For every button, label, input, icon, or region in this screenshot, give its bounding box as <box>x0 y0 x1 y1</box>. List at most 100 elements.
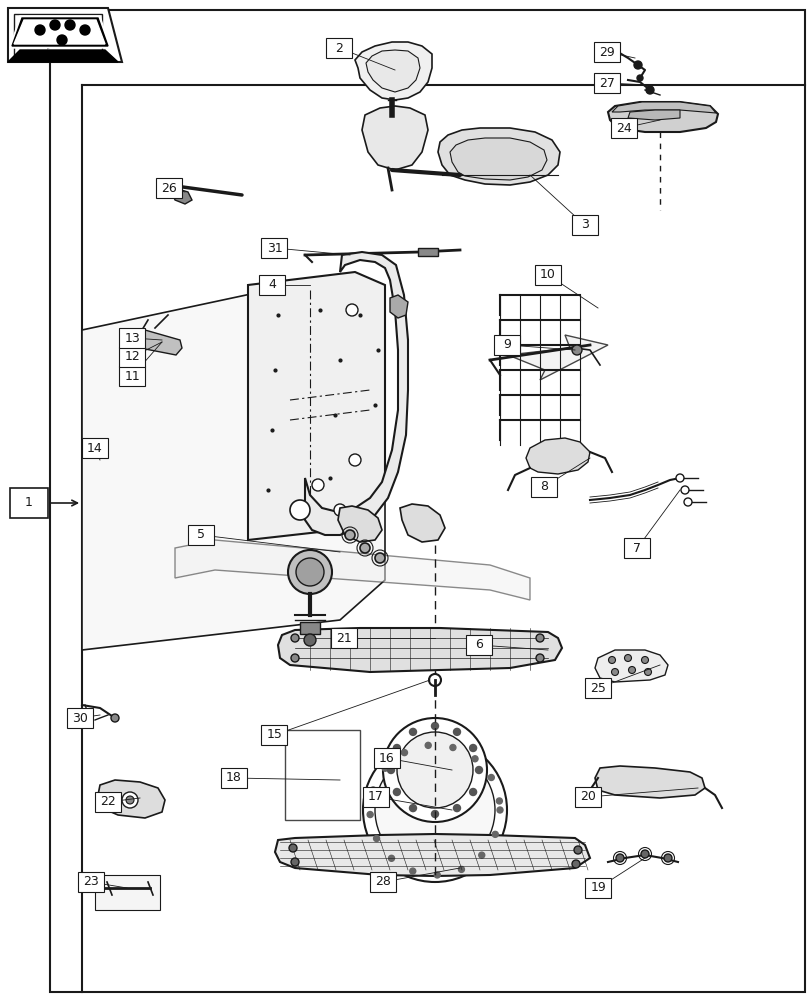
Circle shape <box>367 812 373 818</box>
Polygon shape <box>400 504 444 542</box>
Circle shape <box>571 860 579 868</box>
Bar <box>363 787 388 807</box>
Bar <box>326 38 352 58</box>
Bar <box>466 635 491 655</box>
Polygon shape <box>277 628 561 672</box>
Circle shape <box>409 805 416 812</box>
Bar <box>259 275 285 295</box>
Polygon shape <box>8 50 118 62</box>
Bar <box>119 366 145 386</box>
Text: 11: 11 <box>124 369 140 382</box>
Text: 16: 16 <box>378 752 394 764</box>
Bar <box>574 787 600 807</box>
Circle shape <box>375 750 495 870</box>
Circle shape <box>428 674 440 686</box>
Circle shape <box>680 486 689 494</box>
Circle shape <box>410 868 415 874</box>
Circle shape <box>425 742 431 748</box>
Circle shape <box>393 788 400 795</box>
Circle shape <box>289 844 297 852</box>
Text: 2: 2 <box>335 42 343 55</box>
Circle shape <box>611 668 618 676</box>
Bar <box>418 248 437 256</box>
Circle shape <box>431 810 438 817</box>
Polygon shape <box>175 540 530 600</box>
Polygon shape <box>508 335 607 380</box>
Text: 6: 6 <box>474 639 483 652</box>
Circle shape <box>458 866 464 872</box>
Text: 9: 9 <box>503 338 511 352</box>
Circle shape <box>387 766 394 773</box>
Bar <box>610 118 636 138</box>
Circle shape <box>65 20 75 30</box>
Polygon shape <box>362 106 427 170</box>
Bar <box>119 347 145 367</box>
Circle shape <box>80 25 90 35</box>
Text: 28: 28 <box>375 876 391 888</box>
Text: 5: 5 <box>197 528 205 542</box>
Bar <box>261 725 287 745</box>
Text: 10: 10 <box>539 268 556 282</box>
Circle shape <box>646 86 653 94</box>
Circle shape <box>496 798 502 804</box>
Text: 17: 17 <box>367 790 384 803</box>
Circle shape <box>393 744 400 752</box>
Polygon shape <box>275 834 590 876</box>
Polygon shape <box>594 650 667 682</box>
Circle shape <box>111 714 119 722</box>
Polygon shape <box>611 102 715 113</box>
Circle shape <box>57 35 67 45</box>
Circle shape <box>478 852 484 858</box>
Circle shape <box>434 872 440 878</box>
Circle shape <box>683 498 691 506</box>
Bar <box>119 328 145 348</box>
Circle shape <box>373 835 379 841</box>
Circle shape <box>397 732 473 808</box>
Bar <box>299 622 320 634</box>
Circle shape <box>296 558 324 586</box>
Circle shape <box>345 530 354 540</box>
Polygon shape <box>247 272 384 540</box>
Polygon shape <box>82 275 384 650</box>
Text: 14: 14 <box>87 442 103 454</box>
Bar <box>585 678 611 698</box>
Circle shape <box>607 656 615 664</box>
Circle shape <box>469 788 476 795</box>
Circle shape <box>363 738 506 882</box>
Bar <box>82 438 108 458</box>
Bar <box>530 477 556 497</box>
Text: 23: 23 <box>83 876 99 888</box>
Text: 27: 27 <box>599 77 615 90</box>
Circle shape <box>35 25 45 35</box>
Polygon shape <box>10 16 109 48</box>
Polygon shape <box>437 128 560 185</box>
Text: 19: 19 <box>590 881 606 894</box>
Polygon shape <box>12 18 108 46</box>
Polygon shape <box>366 50 419 92</box>
Bar <box>156 178 182 198</box>
Bar <box>188 525 214 545</box>
Polygon shape <box>285 730 359 820</box>
Bar <box>78 872 104 892</box>
Circle shape <box>616 854 623 862</box>
Bar <box>534 265 560 285</box>
Circle shape <box>535 634 543 642</box>
Circle shape <box>496 807 502 813</box>
Circle shape <box>290 634 298 642</box>
Bar <box>571 215 597 235</box>
Text: 30: 30 <box>71 712 88 724</box>
Circle shape <box>641 656 648 664</box>
Polygon shape <box>354 42 431 100</box>
Circle shape <box>676 474 683 482</box>
Polygon shape <box>8 8 122 62</box>
Polygon shape <box>594 766 704 798</box>
Text: 8: 8 <box>539 481 547 493</box>
Text: 22: 22 <box>100 795 116 808</box>
Circle shape <box>409 728 416 735</box>
Text: 31: 31 <box>266 241 282 254</box>
Circle shape <box>359 543 370 553</box>
Bar <box>221 768 247 788</box>
Polygon shape <box>14 20 105 44</box>
Circle shape <box>624 654 631 662</box>
Circle shape <box>290 858 298 866</box>
